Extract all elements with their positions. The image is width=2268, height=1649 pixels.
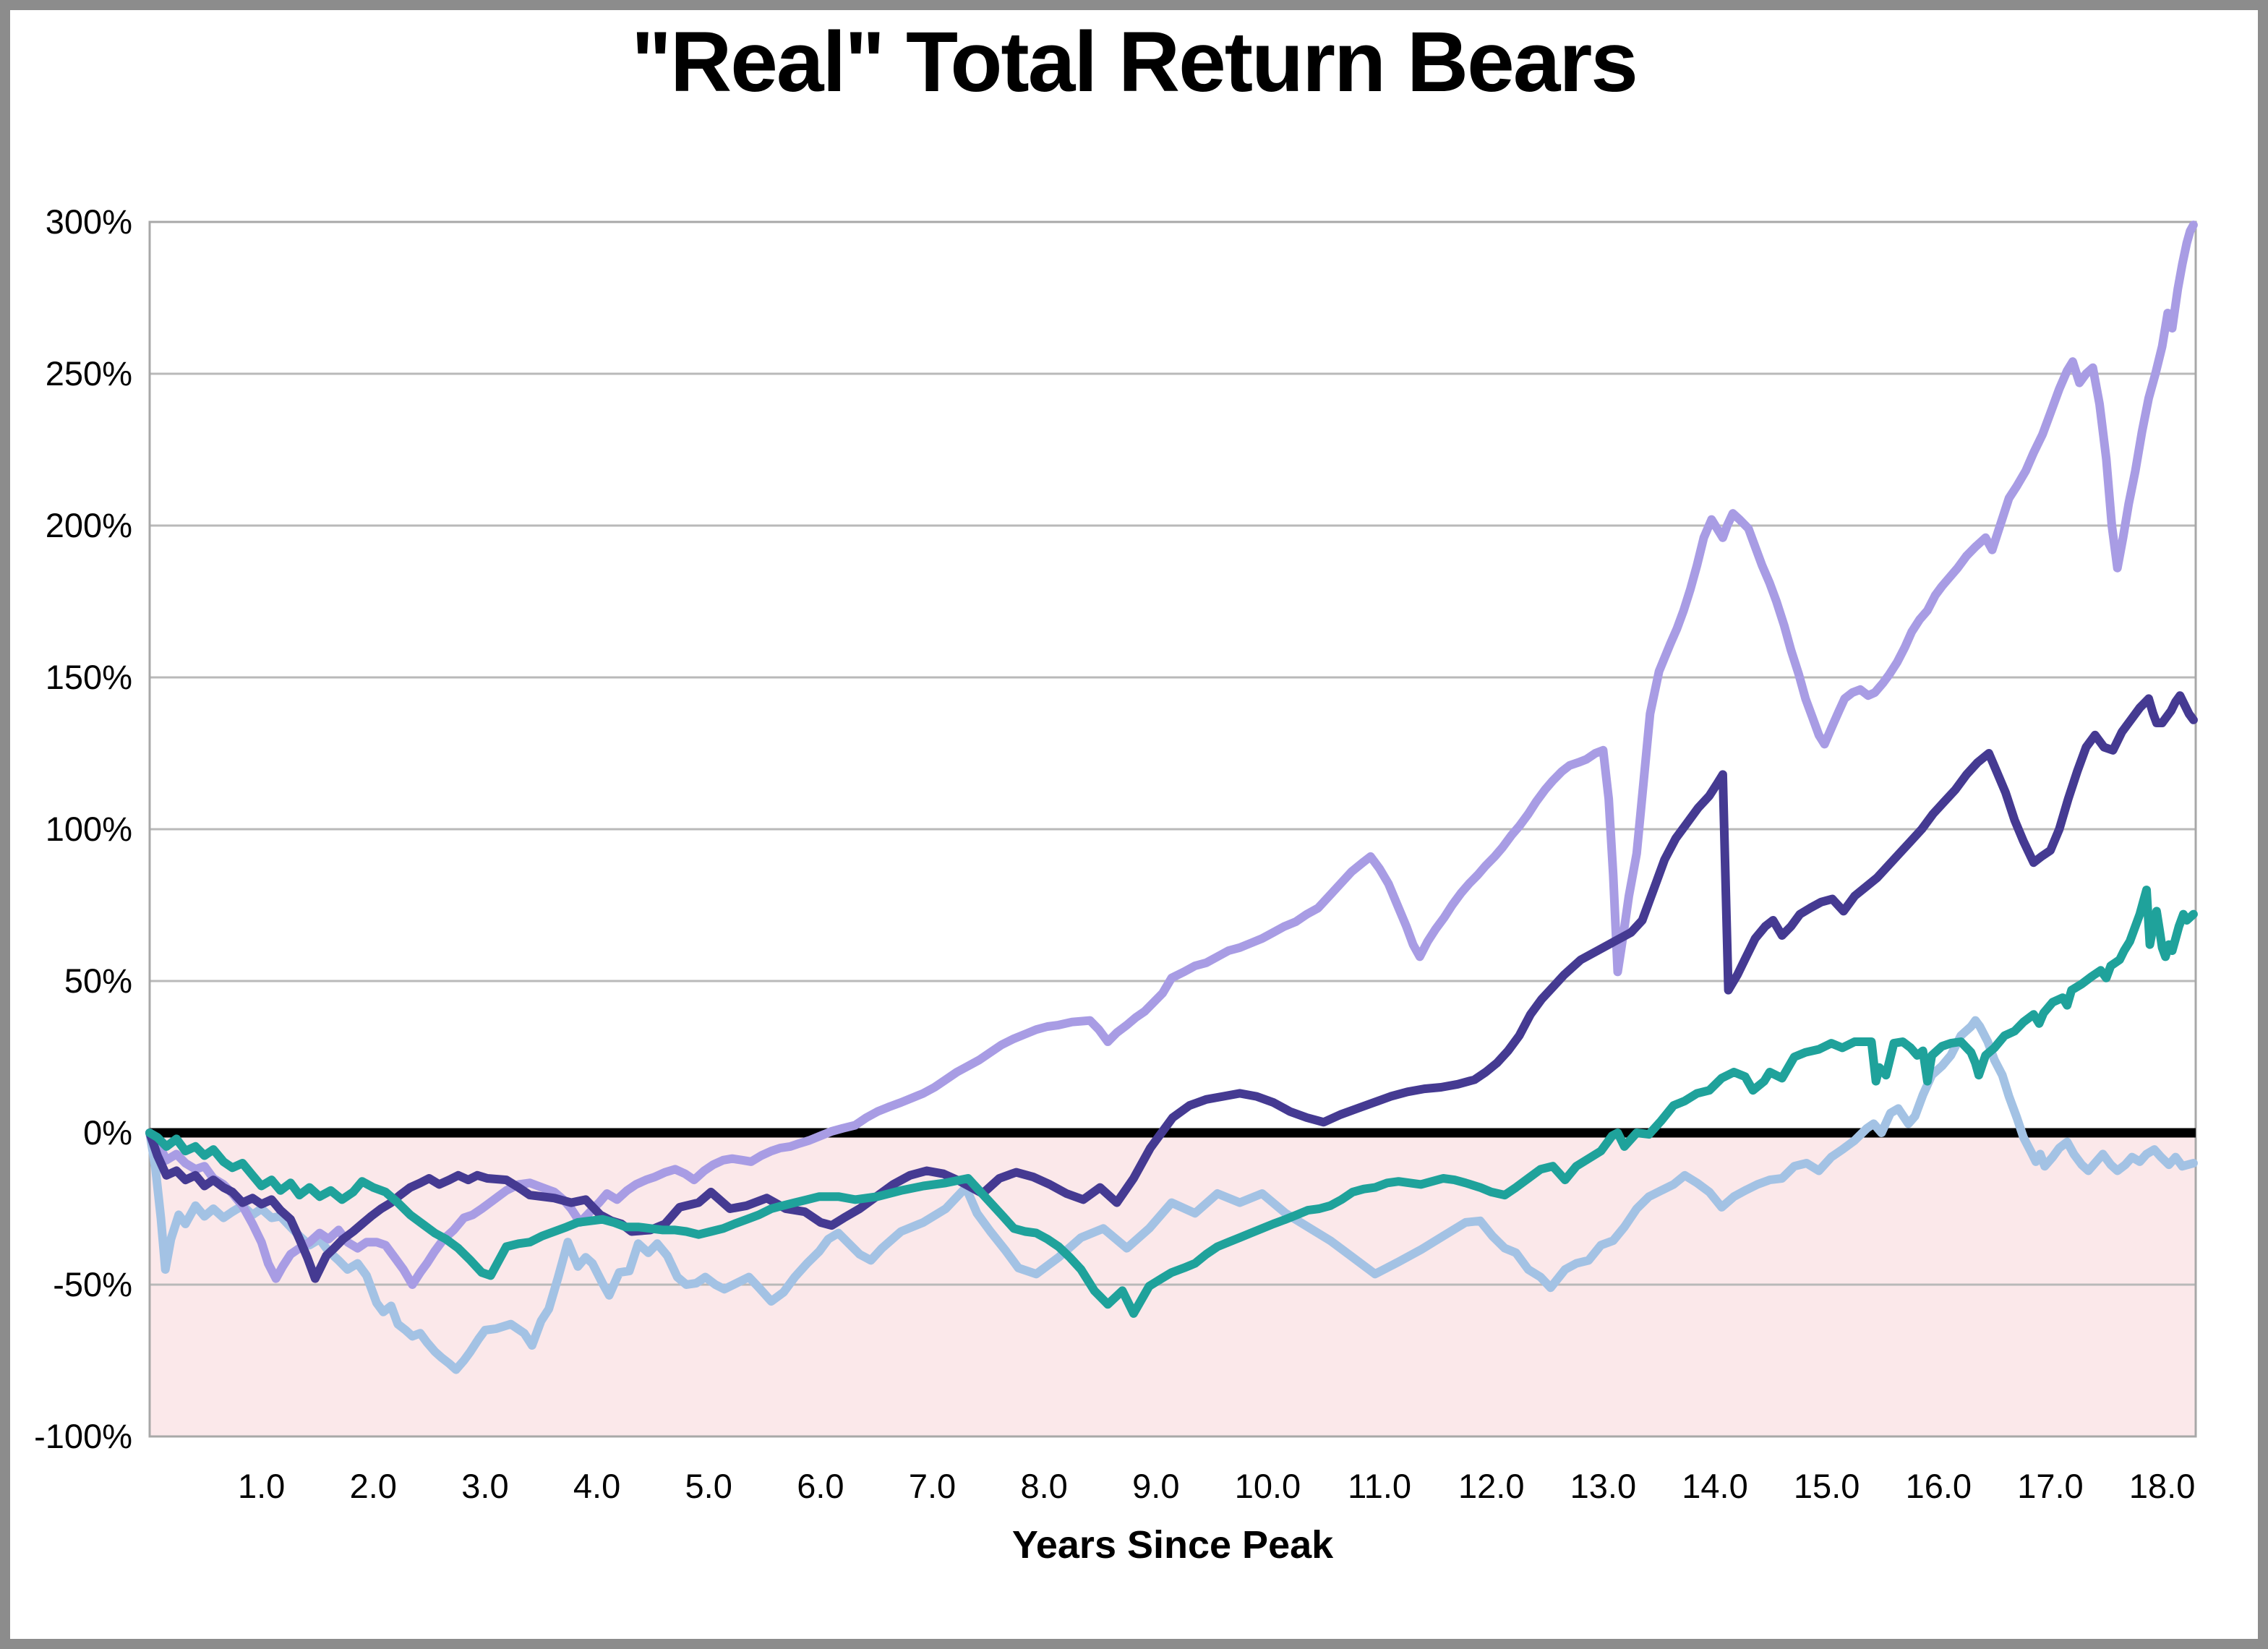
- x-axis-title: Years Since Peak: [1011, 1523, 1334, 1567]
- x-tick-label-1: 1.0: [238, 1467, 285, 1505]
- series-lavender-line: [145, 220, 2198, 1289]
- y-tick-label-50: 50%: [64, 961, 132, 1000]
- x-tick-label-14: 14.0: [1682, 1467, 1747, 1505]
- x-tick-label-16: 16.0: [1906, 1467, 1972, 1505]
- y-tick-label-0: 0%: [83, 1113, 132, 1152]
- y-tick-label--50: -50%: [53, 1265, 132, 1303]
- y-tick-label-100: 100%: [46, 810, 132, 848]
- x-tick-label-5: 5.0: [685, 1467, 732, 1505]
- x-tick-label-8: 8.0: [1020, 1467, 1067, 1505]
- y-tick-label-200: 200%: [46, 506, 132, 544]
- x-tick-label-2: 2.0: [350, 1467, 397, 1505]
- y-tick-label-300: 300%: [46, 202, 132, 241]
- series-teal-line: [145, 886, 2198, 1318]
- series-indigo-line: [145, 691, 2198, 1283]
- x-tick-label-10: 10.0: [1235, 1467, 1301, 1505]
- x-tick-label-9: 9.0: [1132, 1467, 1179, 1505]
- y-tick-label-150: 150%: [46, 658, 132, 696]
- x-tick-label-3: 3.0: [461, 1467, 508, 1505]
- x-tick-label-15: 15.0: [1794, 1467, 1860, 1505]
- x-tick-label-7: 7.0: [909, 1467, 956, 1505]
- x-tick-label-4: 4.0: [573, 1467, 620, 1505]
- series-light-blue-line: [145, 1016, 2198, 1374]
- x-tick-label-11: 11.0: [1348, 1467, 1411, 1505]
- x-tick-label-18: 18.0: [2129, 1467, 2195, 1505]
- plot-border: [148, 220, 2197, 1438]
- x-tick-label-6: 6.0: [797, 1467, 844, 1505]
- y-tick-label-250: 250%: [46, 354, 132, 393]
- chart-title: "Real" Total Return Bears: [631, 14, 1638, 110]
- x-tick-label-13: 13.0: [1570, 1467, 1636, 1505]
- x-tick-label-17: 17.0: [2017, 1467, 2083, 1505]
- y-tick-label--100: -100%: [34, 1417, 132, 1455]
- x-tick-label-12: 12.0: [1458, 1467, 1524, 1505]
